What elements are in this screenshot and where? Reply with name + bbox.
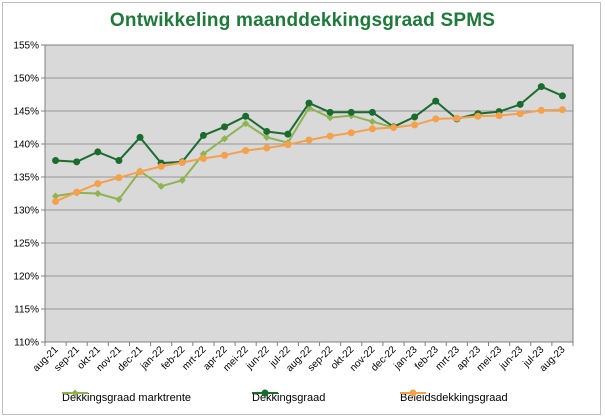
data-point [495, 112, 503, 120]
data-point [368, 108, 376, 116]
data-point [411, 121, 419, 129]
data-point [221, 123, 229, 131]
y-tick-label: 135% [13, 173, 39, 184]
y-tick-label: 140% [13, 140, 39, 151]
legend: Dekkingsgraad marktrente Dekkingsgraad B… [0, 388, 605, 408]
data-point [52, 157, 60, 164]
plot-area [44, 44, 574, 343]
data-point [115, 157, 123, 164]
data-point [537, 106, 545, 114]
data-point [157, 162, 165, 170]
y-tick-label: 155% [13, 41, 39, 52]
data-point [115, 195, 123, 204]
data-point [242, 119, 250, 128]
data-point [284, 130, 292, 138]
data-point [453, 114, 461, 122]
data-point [347, 108, 355, 116]
data-point [432, 97, 440, 105]
data-point [73, 188, 81, 196]
data-point [263, 133, 271, 141]
data-point [136, 168, 144, 176]
data-point [52, 197, 60, 205]
data-point [389, 124, 397, 131]
data-point [432, 115, 440, 123]
data-point [157, 182, 165, 190]
data-point [558, 92, 566, 100]
data-point [474, 112, 482, 120]
legend-swatch-dekkingsgraad [252, 389, 278, 397]
legend-item-marktrente: Dekkingsgraad marktrente [62, 388, 191, 408]
series-3 [52, 106, 566, 205]
y-tick-label: 145% [13, 107, 39, 118]
data-point [221, 151, 229, 159]
data-point [263, 144, 271, 152]
data-point [347, 129, 355, 137]
data-point [326, 114, 334, 122]
legend-item-dekkingsgraad: Dekkingsgraad [252, 388, 325, 408]
legend-label-marktrente: Dekkingsgraad marktrente [62, 392, 192, 404]
legend-swatch-beleidsdekkingsgraad [400, 389, 426, 397]
y-tick-label: 130% [13, 206, 39, 217]
data-point [263, 127, 271, 135]
legend-swatch-marktrente [62, 389, 88, 397]
chart-title: Ontwikkeling maanddekkingsgraad SPMS [109, 10, 496, 31]
data-point [178, 158, 186, 166]
data-point [199, 155, 207, 163]
data-point [305, 99, 313, 107]
data-point [136, 133, 144, 141]
data-point [242, 112, 250, 120]
data-point [284, 141, 292, 149]
data-point [220, 135, 229, 143]
legend-item-beleidsdekkingsgraad: Beleidsdekkingsgraad [400, 388, 508, 408]
data-point [516, 100, 524, 108]
data-point [305, 136, 313, 144]
data-point [94, 189, 102, 198]
y-tick-label: 120% [13, 272, 39, 283]
data-point [326, 108, 334, 116]
data-point [242, 147, 250, 155]
data-point [115, 174, 123, 182]
data-point [558, 106, 566, 114]
data-point [199, 131, 207, 139]
data-point [326, 132, 334, 140]
x-tick-label: jun-22 [244, 344, 272, 372]
legend-label-dekkingsgraad: Dekkingsgraad [252, 392, 326, 404]
data-point [537, 83, 545, 91]
legend-label-beleidsdekkingsgraad: Beleidsdekkingsgraad [400, 392, 508, 404]
x-tick-label: jun-23 [497, 344, 525, 372]
data-point [94, 180, 102, 188]
data-point [51, 192, 60, 200]
data-point [73, 158, 81, 166]
data-point [368, 117, 376, 126]
data-point [411, 113, 419, 121]
y-tick-label: 125% [13, 239, 39, 250]
y-tick-label: 110% [14, 338, 39, 349]
data-point [516, 110, 524, 118]
y-tick-label: 115% [14, 305, 39, 316]
data-point [94, 148, 102, 156]
data-point [368, 125, 376, 133]
data-point [178, 176, 186, 184]
y-tick-label: 150% [13, 74, 39, 85]
